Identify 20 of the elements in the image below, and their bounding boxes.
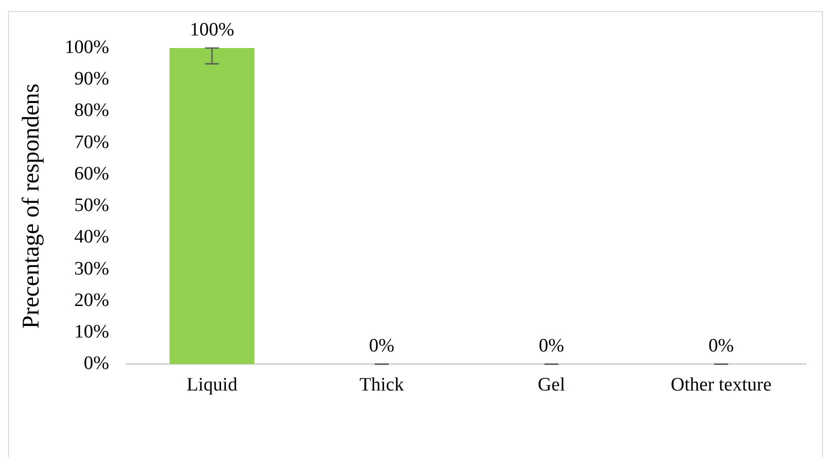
x-tick-label: Gel [538, 374, 566, 396]
x-tick-label: Thick [360, 374, 404, 396]
y-tick-label: 40% [74, 226, 110, 248]
y-tick-label: 0% [84, 353, 110, 374]
data-label: 0% [369, 336, 395, 357]
data-label: 100% [190, 19, 234, 40]
data-label: 0% [708, 336, 734, 357]
y-tick-label: 70% [74, 132, 110, 153]
y-tick-label: 100% [64, 36, 110, 58]
y-tick-label: 90% [74, 68, 110, 90]
y-tick-label: 80% [74, 100, 110, 122]
x-tick-label: Liquid [186, 374, 238, 396]
y-axis-title: Precentage of respondens [18, 83, 45, 329]
data-label: 0% [538, 336, 564, 357]
y-tick-label: 20% [74, 290, 110, 311]
x-tick-label: Other texture [670, 374, 772, 396]
y-tick-label: 30% [74, 258, 110, 280]
y-tick-label: 10% [74, 322, 110, 343]
y-tick-label: 50% [74, 195, 110, 216]
y-tick-label: 60% [74, 163, 110, 184]
